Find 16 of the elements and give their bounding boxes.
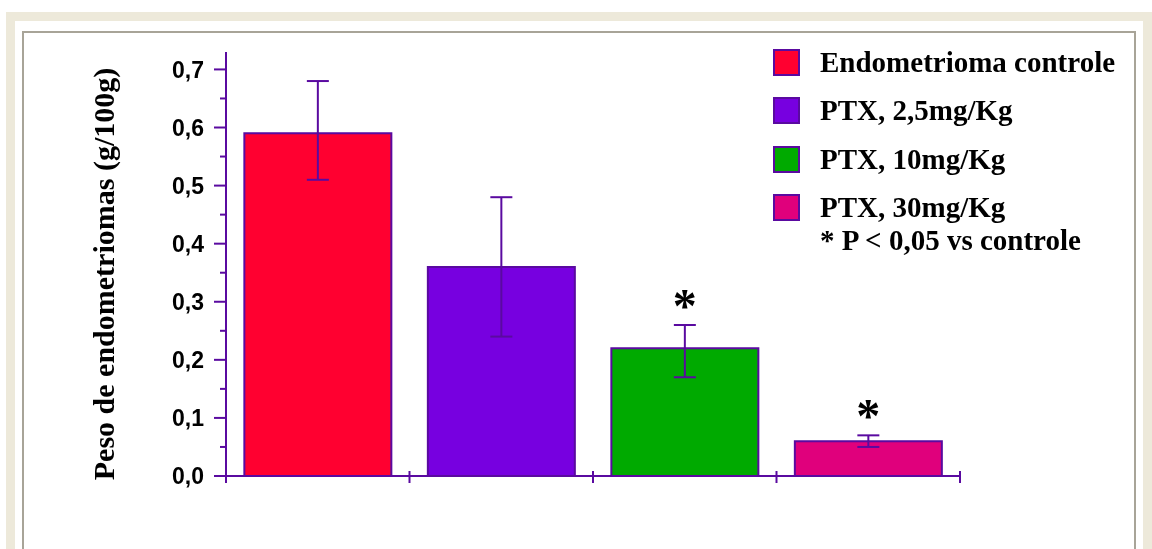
legend-label: PTX, 2,5mg/Kg <box>820 94 1013 127</box>
y-axis-title: Peso de endometriomas (g/100g) <box>86 67 121 481</box>
data-label: * <box>856 389 881 443</box>
legend-label: PTX, 30mg/Kg <box>820 191 1006 224</box>
legend-label: Endometrioma controle <box>820 45 1116 78</box>
annotation: * P < 0,05 vs controle <box>820 224 1082 256</box>
y-tick-label: 0,4 <box>172 230 205 257</box>
y-tick-label: 0,3 <box>172 289 204 316</box>
y-tick-label: 0,2 <box>172 347 204 374</box>
y-tick-label: 0,0 <box>172 463 204 490</box>
y-tick-label: 0,6 <box>172 114 204 141</box>
data-label: * <box>672 278 697 332</box>
legend-label: PTX, 10mg/Kg <box>820 142 1006 175</box>
y-tick-label: 0,1 <box>172 405 205 432</box>
y-tick-label: 0,7 <box>172 56 204 83</box>
y-tick-label: 0,5 <box>172 172 205 199</box>
